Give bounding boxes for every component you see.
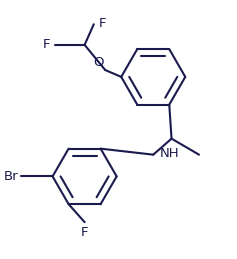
Text: F: F bbox=[43, 38, 50, 51]
Text: Br: Br bbox=[4, 170, 18, 183]
Text: O: O bbox=[94, 56, 104, 69]
Text: F: F bbox=[81, 226, 88, 239]
Text: F: F bbox=[98, 17, 106, 30]
Text: NH: NH bbox=[160, 147, 180, 160]
